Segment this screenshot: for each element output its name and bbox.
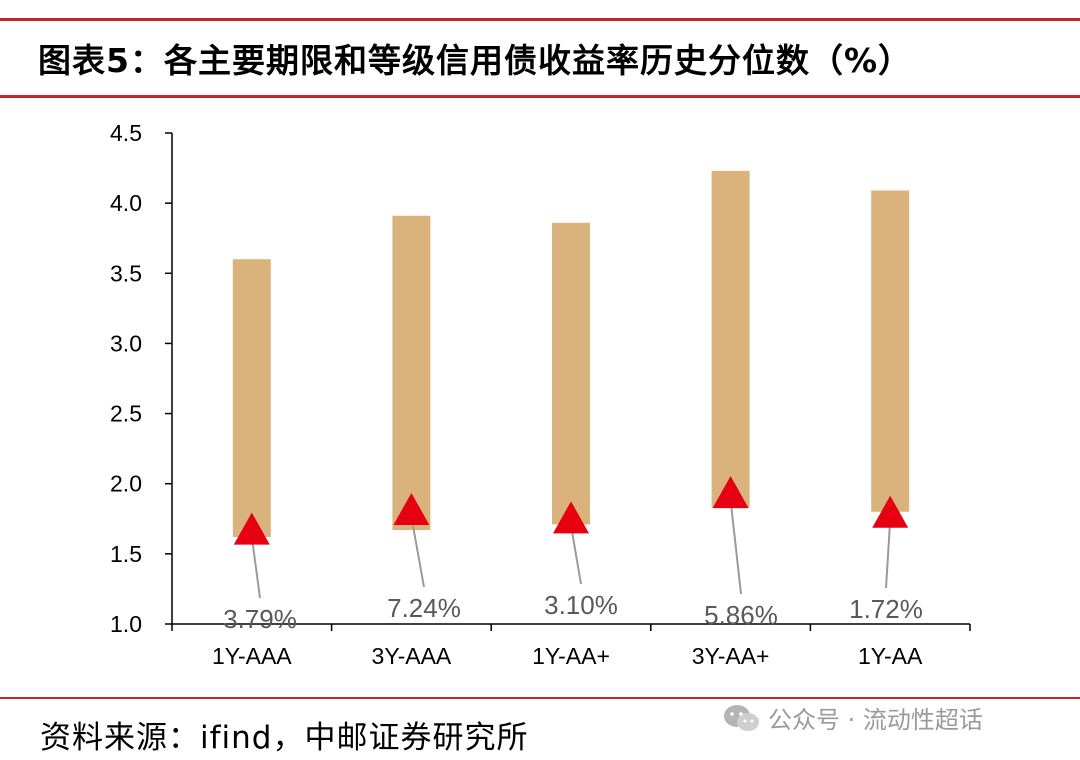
current-yield-marker — [872, 495, 909, 528]
top-rule — [0, 18, 1080, 21]
y-tick-label: 2.5 — [110, 401, 142, 427]
current-yield-marker — [553, 501, 589, 534]
current-yield-marker — [233, 512, 270, 545]
x-axis — [171, 623, 971, 631]
chart: 1.0 1.5 2.0 2.5 3.0 3.5 4.0 4.5 3.79% 7.24% 3.10%… — [110, 120, 971, 669]
leader-line — [885, 519, 892, 589]
range-bar — [232, 259, 271, 538]
x-tick-label: 3Y-AA+ — [692, 643, 770, 669]
markers — [233, 476, 909, 545]
range-bar — [711, 170, 750, 508]
annotation-labels: 3.79% 7.24% 3.10% 5.86% 1.72% — [223, 590, 923, 634]
x-tick-labels: 1Y-AAA 3Y-AAA 1Y-AA+ 3Y-AA+ 1Y-AA — [212, 643, 923, 669]
footer-rule — [0, 697, 1080, 699]
y-tick-label: 1.5 — [110, 541, 142, 567]
y-tick-label: 4.0 — [110, 190, 142, 216]
leader-line — [570, 525, 582, 585]
percentile-label: 7.24% — [387, 593, 461, 623]
leader-lines — [250, 500, 892, 599]
y-tick-label: 3.5 — [110, 260, 142, 286]
y-tick-label: 4.5 — [110, 120, 142, 146]
bars — [232, 170, 910, 538]
x-tick-label: 3Y-AAA — [372, 643, 452, 669]
chart-title: 图表5：各主要期限和等级信用债收益率历史分位数（%） — [38, 41, 913, 80]
y-axis: 1.0 1.5 2.0 2.5 3.0 3.5 4.0 4.5 — [110, 120, 173, 637]
y-tick-label: 3.0 — [110, 330, 142, 356]
leader-line — [729, 500, 742, 595]
y-tick-label: 2.0 — [110, 471, 142, 497]
x-tick-label: 1Y-AA — [858, 643, 923, 669]
x-tick-label: 1Y-AA+ — [532, 643, 610, 669]
x-tick-label: 1Y-AAA — [212, 643, 292, 669]
title-rule — [0, 95, 1080, 98]
range-bar — [392, 215, 431, 531]
range-bar — [552, 222, 590, 525]
watermark-text: 公众号 · 流动性超话 — [768, 706, 983, 734]
wechat-icon — [724, 704, 759, 731]
current-yield-marker — [393, 492, 430, 525]
percentile-label: 3.79% — [223, 604, 297, 634]
leader-line — [410, 516, 425, 588]
source-note: 资料来源：ifind，中邮证券研究所 — [40, 720, 529, 756]
current-yield-marker — [712, 476, 749, 509]
percentile-label: 3.10% — [544, 590, 618, 620]
leader-line — [250, 536, 261, 599]
watermark: 公众号 · 流动性超话 — [722, 700, 983, 735]
percentile-label: 5.86% — [704, 600, 778, 630]
percentile-label: 1.72% — [849, 594, 923, 624]
y-tick-label: 1.0 — [110, 611, 142, 637]
range-bar — [871, 190, 910, 512]
